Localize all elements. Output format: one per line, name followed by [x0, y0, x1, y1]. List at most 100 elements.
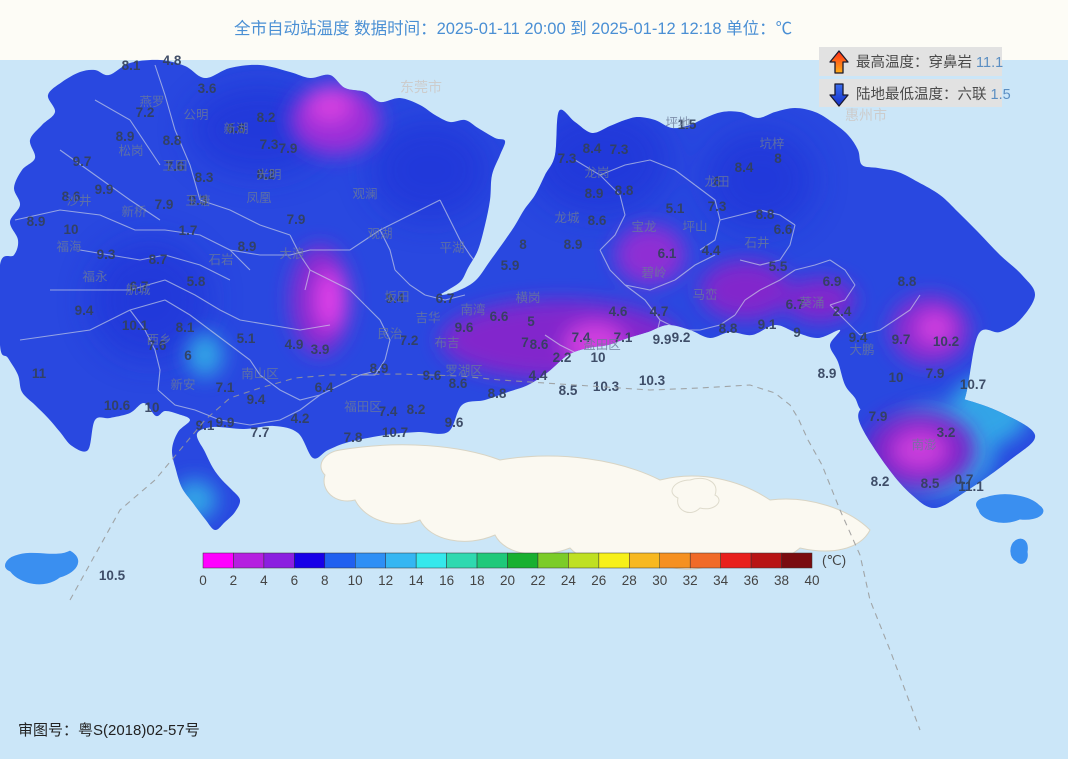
svg-text:大浪: 大浪 [279, 246, 304, 261]
svg-text:36: 36 [744, 573, 759, 588]
svg-text:7.3: 7.3 [708, 199, 727, 214]
svg-text:4.2: 4.2 [291, 411, 310, 426]
svg-text:最高温度：穿鼻岩 11.1: 最高温度：穿鼻岩 11.1 [856, 54, 1003, 71]
svg-text:9.7: 9.7 [73, 154, 92, 169]
svg-text:9.9: 9.9 [216, 415, 235, 430]
svg-text:8.3: 8.3 [195, 170, 214, 185]
svg-text:4.7: 4.7 [650, 304, 669, 319]
svg-text:大鹏: 大鹏 [849, 343, 874, 357]
svg-text:3.6: 3.6 [198, 81, 217, 96]
svg-text:20: 20 [500, 573, 515, 588]
svg-text:10.1: 10.1 [122, 318, 149, 333]
svg-text:8.6: 8.6 [588, 213, 607, 228]
svg-text:9.4: 9.4 [247, 392, 266, 407]
svg-text:9.6: 9.6 [445, 415, 464, 430]
svg-text:8.9: 8.9 [27, 214, 46, 229]
svg-text:7.7: 7.7 [251, 425, 270, 440]
svg-text:(℃): (℃) [822, 553, 846, 568]
svg-text:4.4: 4.4 [529, 368, 548, 383]
svg-text:8.8: 8.8 [719, 321, 738, 336]
svg-text:9.1: 9.1 [758, 317, 777, 332]
svg-text:8: 8 [321, 573, 329, 588]
svg-text:6.1: 6.1 [658, 246, 677, 261]
svg-text:8.9: 8.9 [585, 186, 604, 201]
svg-text:11.1: 11.1 [958, 479, 984, 494]
svg-text:9: 9 [793, 325, 801, 340]
svg-text:8: 8 [519, 237, 527, 252]
svg-text:24: 24 [561, 573, 577, 588]
svg-text:9.1: 9.1 [196, 418, 215, 433]
svg-text:5.8: 5.8 [187, 274, 206, 289]
svg-text:玉塘: 玉塘 [185, 193, 210, 208]
svg-text:新安: 新安 [170, 377, 195, 392]
svg-text:5: 5 [527, 314, 535, 329]
svg-text:2: 2 [230, 573, 238, 588]
svg-text:10.3: 10.3 [639, 373, 666, 388]
svg-text:观湖: 观湖 [367, 226, 392, 241]
svg-text:8.2: 8.2 [871, 474, 890, 489]
svg-text:11: 11 [32, 366, 47, 381]
svg-text:7.9: 7.9 [155, 197, 174, 212]
svg-text:6.4: 6.4 [315, 380, 334, 395]
svg-text:南山区: 南山区 [241, 366, 279, 381]
svg-text:审图号：粤S(2018)02-57号: 审图号：粤S(2018)02-57号 [18, 721, 200, 739]
svg-text:南湾: 南湾 [460, 302, 485, 317]
svg-text:全市自动站温度 数据时间：2025-01-11 20:00: 全市自动站温度 数据时间：2025-01-11 20:00 到 2025-01-… [234, 19, 792, 38]
svg-text:7.8: 7.8 [344, 430, 363, 445]
svg-text:7.9: 7.9 [869, 409, 888, 424]
svg-text:28: 28 [622, 573, 637, 588]
svg-text:碧岭: 碧岭 [641, 266, 666, 280]
svg-text:2.2: 2.2 [553, 350, 572, 365]
svg-text:18: 18 [470, 573, 485, 588]
svg-text:福海: 福海 [56, 239, 82, 254]
svg-text:8.7: 8.7 [149, 252, 168, 267]
svg-text:9.4: 9.4 [75, 303, 94, 318]
svg-text:横岗: 横岗 [515, 291, 540, 305]
svg-text:坪山: 坪山 [682, 220, 707, 234]
svg-text:6.9: 6.9 [823, 274, 842, 289]
svg-text:10: 10 [888, 370, 903, 385]
svg-text:8.8: 8.8 [488, 386, 507, 401]
svg-text:7.3: 7.3 [260, 137, 279, 152]
svg-text:葵涌: 葵涌 [799, 295, 824, 310]
svg-text:东莞市: 东莞市 [400, 79, 442, 95]
svg-text:7: 7 [521, 335, 529, 350]
svg-text:16: 16 [439, 573, 454, 588]
svg-text:4.9: 4.9 [285, 337, 304, 352]
svg-text:5.5: 5.5 [769, 259, 788, 274]
svg-text:8.8: 8.8 [756, 207, 775, 222]
svg-text:8.1: 8.1 [122, 58, 141, 73]
svg-text:12: 12 [378, 573, 393, 588]
svg-text:龙城: 龙城 [554, 211, 580, 225]
svg-text:观澜: 观澜 [352, 187, 377, 201]
svg-text:3.9: 3.9 [311, 342, 330, 357]
svg-text:1.7: 1.7 [179, 223, 198, 238]
svg-text:8.9: 8.9 [116, 129, 135, 144]
svg-text:公明: 公明 [183, 108, 208, 122]
svg-text:7.9: 7.9 [287, 212, 306, 227]
svg-text:玉田: 玉田 [162, 159, 187, 173]
svg-text:5.9: 5.9 [501, 258, 520, 273]
svg-text:8.9: 8.9 [238, 239, 257, 254]
svg-text:盐田区: 盐田区 [583, 338, 621, 352]
svg-text:陆地最低温度：六联 1.5: 陆地最低温度：六联 1.5 [856, 86, 1011, 103]
svg-text:5.1: 5.1 [237, 331, 256, 346]
svg-text:平湖: 平湖 [439, 240, 464, 255]
svg-text:4.6: 4.6 [609, 304, 628, 319]
svg-text:8.6: 8.6 [449, 376, 468, 391]
svg-text:4.4: 4.4 [702, 243, 721, 258]
svg-text:7.9: 7.9 [279, 141, 298, 156]
svg-text:8.4: 8.4 [583, 141, 602, 156]
svg-text:32: 32 [683, 573, 698, 588]
svg-text:10: 10 [63, 222, 78, 237]
svg-text:西乡: 西乡 [146, 333, 171, 347]
svg-text:8.8: 8.8 [163, 133, 182, 148]
svg-text:9.3: 9.3 [97, 247, 116, 262]
svg-text:8.4: 8.4 [735, 160, 754, 175]
svg-text:40: 40 [804, 573, 819, 588]
svg-text:7.1: 7.1 [216, 380, 235, 395]
svg-text:4: 4 [260, 573, 268, 588]
svg-text:8.1: 8.1 [176, 320, 195, 335]
svg-text:龙田: 龙田 [704, 175, 729, 189]
svg-text:9.6: 9.6 [455, 320, 474, 335]
